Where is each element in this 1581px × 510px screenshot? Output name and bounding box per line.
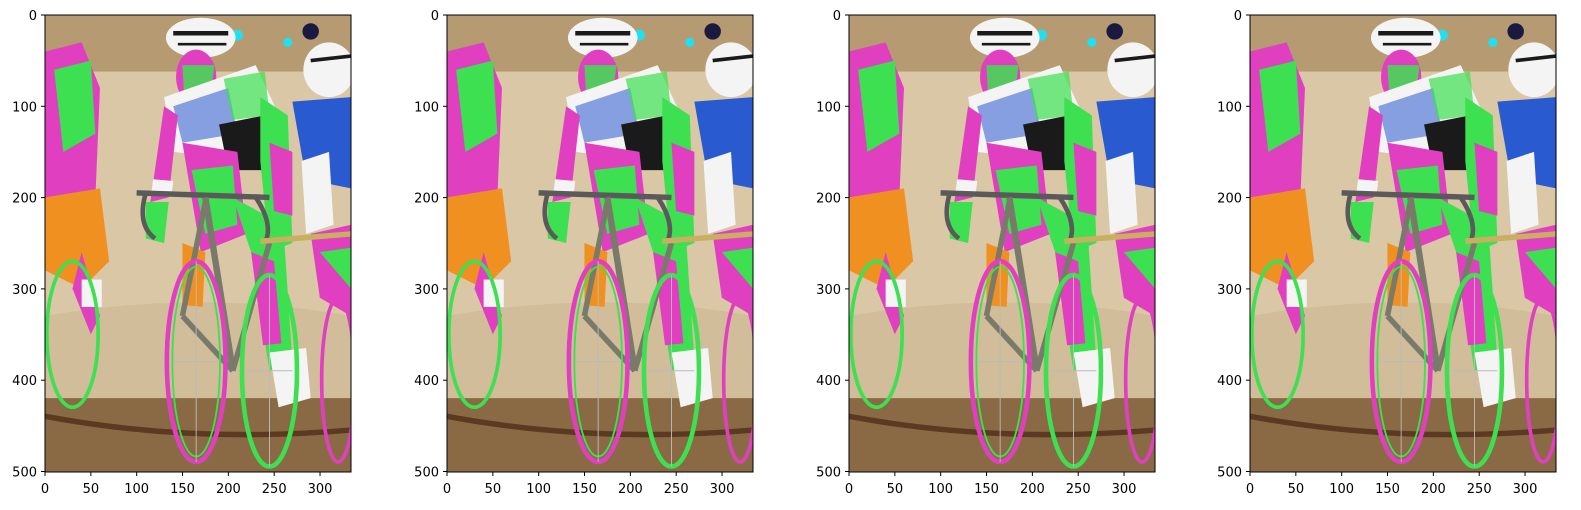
x-tick-label: 250: [1467, 482, 1492, 497]
y-tick-label: 300: [1217, 283, 1242, 298]
x-tick-labels: 0 50 100 150 200 250 300: [845, 482, 1137, 497]
y-tick-label: 200: [816, 192, 841, 207]
x-tick-label: 50: [83, 482, 100, 497]
panel-1: 0 50 100 150 200 250 300 0 100 200 300 4…: [12, 9, 355, 497]
axes-frame: [848, 14, 1156, 473]
x-tick-label: 100: [928, 482, 953, 497]
x-tick-labels: 0 50 100 150 200 250 300: [443, 482, 735, 497]
x-tick-label: 100: [1329, 482, 1354, 497]
x-tick-label: 100: [124, 482, 149, 497]
x-tick-label: 0: [1246, 482, 1254, 497]
x-tick-label: 200: [1421, 482, 1446, 497]
x-tick-label: 150: [572, 482, 597, 497]
x-tick-label: 150: [170, 482, 195, 497]
y-tick-labels: 0 100 200 300 400 500: [414, 9, 439, 481]
y-tick-label: 100: [414, 100, 439, 115]
y-tick-label: 100: [816, 100, 841, 115]
panel-3: 0 50 100 150 200 250 300 0 100 200 300 4…: [816, 9, 1159, 497]
x-tick-label: 50: [1288, 482, 1305, 497]
y-tick-label: 300: [12, 283, 37, 298]
y-tick-label: 400: [816, 374, 841, 389]
panel-4: 0 50 100 150 200 250 300 0 100 200 300 4…: [1217, 9, 1560, 497]
y-tick-label: 300: [816, 283, 841, 298]
y-tick-label: 200: [1217, 192, 1242, 207]
axes-frame: [44, 14, 352, 473]
y-tick-label: 400: [1217, 374, 1242, 389]
panel-image: [849, 15, 1159, 472]
x-tick-label: 0: [845, 482, 853, 497]
y-tick-label: 0: [431, 9, 439, 24]
y-tick-labels: 0 100 200 300 400 500: [12, 9, 37, 481]
y-tick-label: 0: [1234, 9, 1242, 24]
x-tick-label: 250: [262, 482, 287, 497]
y-tick-label: 100: [1217, 100, 1242, 115]
x-tick-label: 300: [308, 482, 333, 497]
x-tick-label: 300: [710, 482, 735, 497]
y-tick-label: 100: [12, 100, 37, 115]
x-tick-label: 300: [1513, 482, 1538, 497]
x-tick-label: 250: [664, 482, 689, 497]
y-tick-label: 200: [414, 192, 439, 207]
x-tick-label: 50: [887, 482, 904, 497]
x-tick-label: 50: [485, 482, 502, 497]
y-tick-label: 500: [12, 466, 37, 481]
panel-image: [447, 15, 757, 472]
x-tick-label: 200: [216, 482, 241, 497]
x-tick-label: 200: [1020, 482, 1045, 497]
y-tick-label: 500: [1217, 466, 1242, 481]
x-tick-labels: 0 50 100 150 200 250 300: [1246, 482, 1538, 497]
y-tick-label: 400: [12, 374, 37, 389]
y-tick-labels: 0 100 200 300 400 500: [816, 9, 841, 481]
y-tick-label: 200: [12, 192, 37, 207]
y-tick-label: 300: [414, 283, 439, 298]
y-tick-label: 500: [414, 466, 439, 481]
x-tick-labels: 0 50 100 150 200 250 300: [41, 482, 333, 497]
x-tick-label: 300: [1112, 482, 1137, 497]
panel-image: [1250, 15, 1560, 472]
y-tick-label: 400: [414, 374, 439, 389]
x-tick-label: 250: [1066, 482, 1091, 497]
x-tick-label: 150: [974, 482, 999, 497]
axes-frame: [446, 14, 754, 473]
axes-frame: [1249, 14, 1557, 473]
x-tick-label: 0: [41, 482, 49, 497]
y-tick-label: 0: [29, 9, 37, 24]
y-tick-label: 0: [833, 9, 841, 24]
panel-2: 0 50 100 150 200 250 300 0 100 200 300 4…: [414, 9, 757, 497]
x-tick-label: 0: [443, 482, 451, 497]
y-tick-labels: 0 100 200 300 400 500: [1217, 9, 1242, 481]
x-tick-label: 150: [1375, 482, 1400, 497]
panel-image: [45, 15, 355, 472]
x-tick-label: 100: [526, 482, 551, 497]
y-tick-label: 500: [816, 466, 841, 481]
x-tick-label: 200: [618, 482, 643, 497]
